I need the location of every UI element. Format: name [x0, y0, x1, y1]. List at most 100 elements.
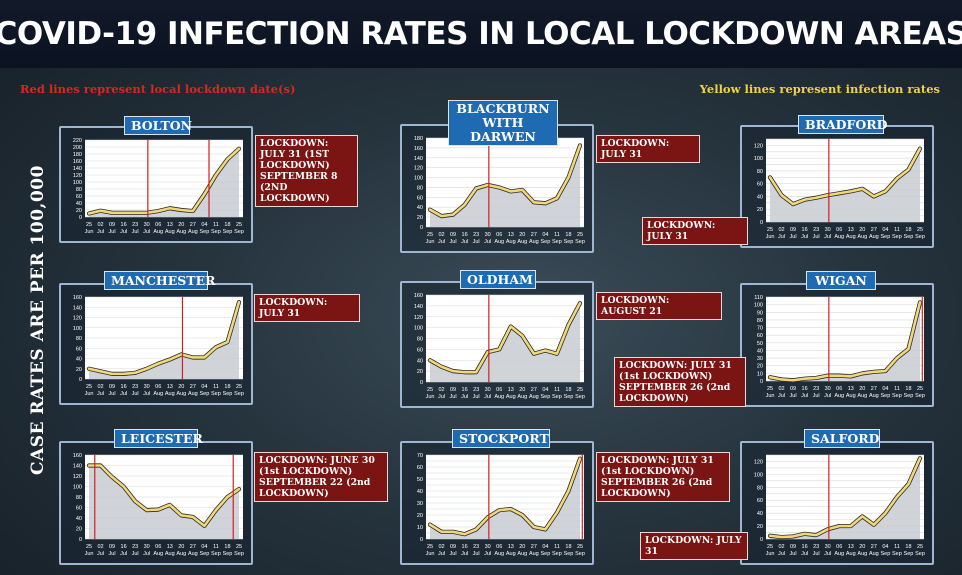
data-point — [579, 457, 581, 460]
x-tick-label: 27 Aug — [869, 386, 879, 399]
infection-line — [87, 300, 241, 376]
y-tick-label: 40 — [417, 358, 423, 364]
data-point — [532, 526, 535, 528]
data-point — [567, 490, 570, 492]
y-tick-label: 120 — [73, 173, 82, 179]
x-tick-label: 04 Sep — [199, 222, 209, 235]
y-tick-label: 60 — [76, 194, 82, 200]
data-point — [509, 190, 512, 193]
data-point — [238, 301, 240, 304]
data-point — [907, 168, 910, 171]
y-tick-label: 40 — [76, 516, 82, 522]
data-point — [849, 525, 852, 527]
x-tick-label: 18 Sep — [904, 227, 914, 240]
data-point — [907, 348, 910, 350]
infection-line — [768, 147, 922, 206]
y-tick-label: 0 — [760, 537, 763, 543]
y-tick-label: 40 — [76, 357, 82, 363]
data-point — [907, 483, 910, 485]
y-tick-label: 0 — [420, 537, 423, 543]
y-tick-label: 180 — [73, 152, 82, 158]
y-tick-label: 20 — [417, 369, 423, 375]
y-tick-label: 60 — [417, 465, 423, 471]
x-tick-label: 25 Sep — [915, 227, 925, 240]
place-label-manchester: MANCHESTER — [104, 271, 216, 290]
x-tick-label: 06 Aug — [834, 386, 844, 399]
data-point — [168, 207, 171, 210]
y-tick-label: 20 — [757, 364, 763, 370]
x-tick-label: 30 Jul — [484, 232, 491, 245]
x-tick-label: 30 Jul — [824, 227, 831, 240]
y-tick-label: 0 — [79, 537, 82, 543]
y-tick-label: 10 — [417, 525, 423, 531]
y-tick-label: 60 — [76, 506, 82, 512]
y-tick-label: 140 — [73, 166, 82, 172]
x-tick-label: 11 Sep — [211, 222, 221, 235]
x-tick-label: 11 Sep — [552, 387, 562, 400]
data-point — [780, 194, 783, 197]
x-tick-label: 06 Aug — [494, 232, 504, 245]
chart-panel-manchester: 0 20 40 60 80 100 120 140 160 25 Jun 02 Jul 09 Jul 16 Ju… — [59, 283, 253, 405]
x-tick-label: 13 Aug — [846, 386, 856, 399]
x-tick-label: 02 Jul — [438, 544, 445, 557]
data-point — [826, 528, 829, 531]
y-tick-label: 140 — [414, 304, 423, 310]
data-point — [498, 348, 501, 351]
x-tick-label: 06 Aug — [153, 384, 163, 397]
x-tick-label: 25 Sep — [234, 544, 244, 557]
x-tick-label: 18 Sep — [223, 222, 233, 235]
data-point — [429, 359, 431, 362]
y-tick-label: 0 — [420, 380, 423, 386]
x-tick-label: 23 Jul — [473, 387, 480, 400]
x-tick-label: 09 Jul — [790, 227, 797, 240]
place-label-leicester: LEICESTER — [114, 429, 203, 448]
y-tick-label: 20 — [757, 524, 763, 530]
y-tick-label: 0 — [79, 377, 82, 383]
y-tick-label: 60 — [417, 195, 423, 201]
x-tick-label: 23 Jul — [132, 222, 139, 235]
data-point — [134, 371, 137, 374]
data-point — [168, 503, 171, 506]
chart-panel-bolton: 0 20 40 60 80 100 120 140 160 180 200 220 25 Jun 02 Jul… — [59, 126, 253, 243]
data-point — [556, 197, 558, 200]
y-tick-label: 80 — [76, 495, 82, 501]
data-point — [556, 352, 558, 355]
x-tick-label: 06 Aug — [834, 544, 844, 557]
chart-panel-salford: 0 20 40 60 80 100 120 25 Jun 02 Jul 09 Jul 16 Jul 23 Jul… — [740, 441, 934, 565]
x-tick-label: 16 Jul — [120, 384, 127, 397]
x-tick-label: 23 Jul — [473, 232, 480, 245]
data-point — [532, 352, 535, 355]
x-tick-label: 13 Aug — [506, 544, 516, 557]
chart-panel-wigan: 0 10 20 30 40 50 60 70 80 90 100 110 25 Jun 02 Jul 09 Jul… — [740, 283, 934, 407]
data-point — [486, 351, 489, 353]
data-point — [838, 525, 841, 527]
lockdown-label-manchester: LOCKDOWN: JULY 31 — [254, 294, 360, 322]
data-point — [509, 325, 512, 328]
data-point — [815, 534, 818, 537]
x-tick-label: 13 Aug — [165, 384, 175, 397]
infection-line — [87, 147, 241, 215]
data-point — [896, 357, 898, 359]
y-tick-label: 40 — [417, 205, 423, 211]
data-point — [203, 524, 206, 527]
infection-area — [89, 465, 239, 539]
x-tick-label: 23 Jul — [813, 386, 820, 399]
x-tick-label: 20 Aug — [176, 384, 186, 397]
place-label-oldham: OLDHAM — [460, 270, 536, 289]
data-point — [849, 375, 852, 378]
place-label-bolton: BOLTON — [124, 116, 192, 135]
x-tick-label: 25 Sep — [575, 544, 585, 557]
y-tick-label: 40 — [757, 511, 763, 517]
data-point — [919, 147, 921, 150]
y-axis-label: CASE RATES ARE PER 100,000 — [28, 165, 48, 475]
data-point — [122, 211, 125, 214]
infection-line — [768, 456, 922, 539]
y-tick-label: 120 — [73, 474, 82, 480]
x-tick-label: 13 Aug — [165, 222, 175, 235]
x-tick-label: 09 Jul — [450, 387, 457, 400]
x-tick-label: 02 Jul — [438, 232, 445, 245]
data-point — [226, 158, 229, 161]
data-point — [884, 370, 887, 372]
data-point — [452, 213, 454, 216]
